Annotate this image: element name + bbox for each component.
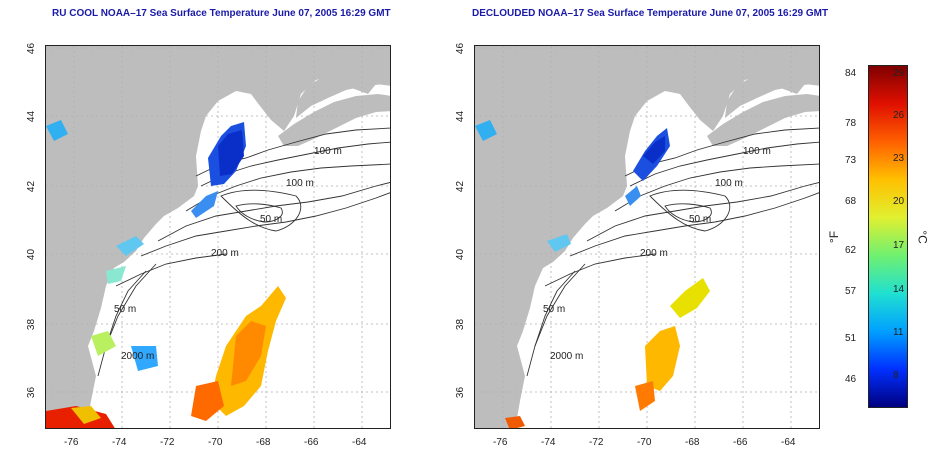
lat-tick-label: 46 bbox=[455, 42, 467, 55]
lat-tick-label: 38 bbox=[26, 318, 38, 331]
celsius-tick: 26 bbox=[893, 110, 905, 121]
temperature-colorbar bbox=[868, 65, 908, 408]
lat-tick-label: 40 bbox=[455, 248, 467, 261]
celsius-tick: 14 bbox=[893, 284, 905, 295]
lon-tick-label: -64 bbox=[352, 437, 367, 448]
contour-label: 50 m bbox=[689, 214, 712, 225]
left-map-canvas bbox=[46, 46, 390, 428]
lon-tick-label: -76 bbox=[64, 437, 79, 448]
land-mass bbox=[46, 46, 390, 428]
bathymetry-contours bbox=[97, 127, 390, 377]
fahrenheit-tick: 57 bbox=[845, 286, 857, 297]
lat-tick-label: 36 bbox=[26, 386, 38, 399]
contour-label: 100 m bbox=[314, 146, 342, 157]
fahrenheit-tick: 62 bbox=[845, 245, 857, 256]
lat-tick-label: 42 bbox=[455, 180, 467, 193]
left-sst-map: 100 m 100 m 50 m 200 m 50 m 2000 m bbox=[45, 45, 391, 429]
lon-tick-label: -72 bbox=[160, 437, 175, 448]
contour-label: 2000 m bbox=[121, 351, 155, 362]
nova-scotia-land bbox=[296, 46, 390, 118]
contour-label: 50 m bbox=[260, 214, 283, 225]
contour-label: 200 m bbox=[211, 248, 239, 259]
lon-tick-label: -64 bbox=[781, 437, 796, 448]
lat-tick-label: 38 bbox=[455, 318, 467, 331]
fahrenheit-tick: 68 bbox=[845, 196, 857, 207]
contour-label: 50 m bbox=[114, 304, 137, 315]
lat-tick-label: 42 bbox=[26, 180, 38, 193]
right-map-canvas bbox=[475, 46, 819, 428]
celsius-tick: 23 bbox=[893, 153, 905, 164]
graticule bbox=[46, 46, 390, 428]
lon-tick-label: -74 bbox=[112, 437, 127, 448]
lon-tick-label: -68 bbox=[685, 437, 700, 448]
lon-tick-label: -66 bbox=[304, 437, 319, 448]
celsius-tick: 20 bbox=[893, 196, 905, 207]
lon-tick-label: -72 bbox=[589, 437, 604, 448]
lat-tick-label: 46 bbox=[26, 42, 38, 55]
fahrenheit-tick: 51 bbox=[845, 333, 857, 344]
sst-patches bbox=[475, 120, 710, 428]
celsius-tick: 11 bbox=[893, 327, 904, 338]
fahrenheit-tick: 84 bbox=[845, 68, 857, 79]
fahrenheit-tick: 73 bbox=[845, 155, 857, 166]
lon-tick-label: -70 bbox=[208, 437, 223, 448]
left-map-title: RU COOL NOAA–17 Sea Surface Temperature … bbox=[52, 8, 391, 19]
nova-scotia-land bbox=[725, 46, 819, 118]
lat-tick-label: 44 bbox=[26, 110, 38, 123]
contour-label: 100 m bbox=[286, 178, 314, 189]
land-mass bbox=[475, 46, 819, 428]
lon-tick-label: -74 bbox=[541, 437, 556, 448]
contour-label: 50 m bbox=[543, 304, 566, 315]
contour-label: 100 m bbox=[743, 146, 771, 157]
right-map-title: DECLOUDED NOAA–17 Sea Surface Temperatur… bbox=[472, 8, 829, 19]
lat-tick-label: 40 bbox=[26, 248, 38, 261]
contour-label: 100 m bbox=[715, 178, 743, 189]
celsius-tick: 8 bbox=[893, 370, 899, 381]
lat-tick-label: 44 bbox=[455, 110, 467, 123]
lon-tick-label: -70 bbox=[637, 437, 652, 448]
lat-tick-label: 36 bbox=[455, 386, 467, 399]
lon-tick-label: -76 bbox=[493, 437, 508, 448]
fahrenheit-unit-label: °F bbox=[827, 230, 842, 244]
fahrenheit-tick: 78 bbox=[845, 118, 857, 129]
celsius-tick: 17 bbox=[893, 240, 905, 251]
fahrenheit-tick: 46 bbox=[845, 374, 857, 385]
contour-label: 2000 m bbox=[550, 351, 584, 362]
lon-tick-label: -68 bbox=[256, 437, 271, 448]
celsius-unit-label: °C bbox=[915, 230, 930, 244]
right-sst-map: 100 m 100 m 50 m 200 m 50 m 2000 m bbox=[474, 45, 820, 429]
lon-tick-label: -66 bbox=[733, 437, 748, 448]
contour-label: 200 m bbox=[640, 248, 668, 259]
sst-patches bbox=[46, 120, 286, 428]
celsius-tick: 29 bbox=[893, 68, 905, 79]
